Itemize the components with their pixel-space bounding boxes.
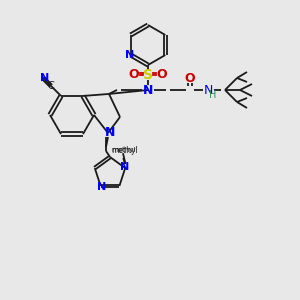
Text: O: O	[157, 68, 167, 80]
Text: N: N	[40, 73, 49, 82]
Text: N: N	[105, 127, 115, 140]
Text: N: N	[97, 182, 106, 192]
Text: S: S	[143, 68, 153, 82]
Text: O: O	[185, 71, 195, 85]
Text: N: N	[143, 83, 153, 97]
Text: N: N	[120, 162, 129, 172]
Text: methyl: methyl	[111, 147, 135, 153]
Text: O: O	[129, 68, 139, 80]
Text: N: N	[203, 83, 213, 97]
Text: methyl: methyl	[111, 146, 138, 154]
Text: N: N	[125, 50, 134, 60]
Text: C: C	[48, 81, 55, 91]
Text: H: H	[209, 90, 217, 100]
